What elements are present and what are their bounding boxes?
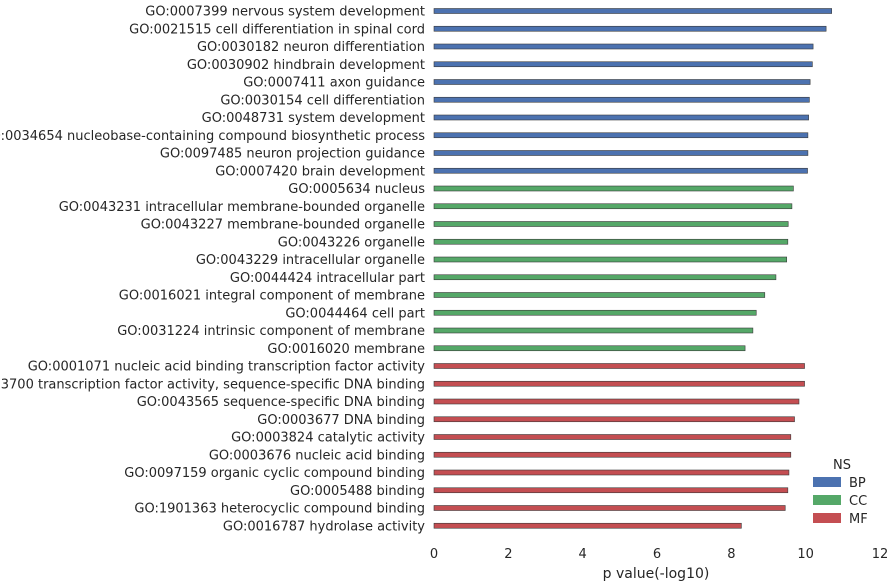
- y-tick-label: GO:0043227 membrane-bounded organelle: [141, 218, 425, 233]
- bar-bp-7: [433, 114, 809, 121]
- legend-label-bp: BP: [849, 476, 866, 491]
- legend-label-cc: CC: [849, 494, 867, 509]
- bar-cc-7: [433, 292, 766, 298]
- bar-mf-8: [433, 487, 789, 494]
- x-tick-label: 0: [430, 547, 438, 562]
- bar-bp-2: [433, 25, 827, 32]
- bar-mf-5: [433, 434, 792, 440]
- y-tick-label: GO:0034654 nucleobase-containing compoun…: [0, 129, 425, 144]
- y-tick-label: GO:0007411 axon guidance: [243, 76, 425, 91]
- y-tick-label: GO:0003824 catalytic activity: [231, 431, 425, 446]
- x-axis-ticks: 0 2 4 6 8 10 12: [430, 547, 888, 562]
- y-tick-label: GO:0016021 integral component of membran…: [119, 289, 425, 304]
- y-tick-label: GO:1901363 heterocyclic compound binding: [134, 502, 425, 517]
- bar-cc-8: [433, 309, 757, 316]
- bar-mf-7: [433, 469, 790, 476]
- x-tick-label: 12: [872, 547, 889, 562]
- legend-swatch-mf: [813, 513, 841, 523]
- y-tick-label: GO:0043229 intracellular organelle: [196, 253, 425, 268]
- bar-mf-4: [433, 416, 795, 423]
- y-tick-label: GO:0030182 neuron differentiation: [197, 40, 425, 55]
- legend-swatch-bp: [813, 477, 841, 487]
- bar-cc-5: [433, 256, 788, 263]
- bar-mf-3: [433, 398, 800, 405]
- bar-mf-10: [433, 522, 742, 529]
- y-axis-labels: GO:0007399 nervous system development GO:…: [0, 5, 425, 535]
- bar-cc-4: [433, 238, 789, 245]
- legend: NS BP CC MF: [813, 458, 868, 527]
- y-tick-label: GO:0005634 nucleus: [288, 182, 425, 197]
- bar-bp-10: [433, 167, 808, 174]
- x-tick-label: 4: [579, 547, 587, 562]
- y-tick-label: GO:0021515 cell differentiation in spina…: [129, 22, 425, 37]
- bar-mf-1: [433, 363, 805, 369]
- bar-mf-6: [433, 451, 792, 458]
- y-tick-label: GO:0044464 cell part: [285, 306, 425, 321]
- y-tick-label: GO:0016020 membrane: [267, 342, 425, 357]
- y-tick-label: GO:0001071 nucleic acid binding transcri…: [28, 360, 426, 375]
- y-tick-label: GO:0005488 binding: [290, 484, 425, 499]
- y-tick-label: GO:0043565 sequence-specific DNA binding: [137, 395, 425, 410]
- y-tick-label: GO:0003676 nucleic acid binding: [209, 448, 425, 463]
- legend-label-mf: MF: [849, 512, 868, 527]
- bar-bp-4: [433, 61, 813, 68]
- legend-swatch-cc: [813, 495, 841, 505]
- bar-cc-2: [433, 203, 793, 210]
- bars: [433, 8, 832, 529]
- bar-bp-3: [433, 43, 814, 50]
- y-tick-label: GO:0097159 organic cyclic compound bindi…: [124, 466, 425, 481]
- x-tick-label: 8: [727, 547, 735, 562]
- y-tick-label: GO:0016787 hydrolase activity: [223, 519, 425, 534]
- bar-bp-9: [433, 150, 809, 156]
- bar-cc-1: [433, 185, 794, 192]
- y-tick-label: GO:0003700 transcription factor activity…: [0, 377, 425, 392]
- y-tick-label: GO:0003677 DNA binding: [257, 413, 425, 428]
- x-tick-label: 2: [504, 547, 512, 562]
- x-tick-label: 10: [797, 547, 814, 562]
- y-tick-label: GO:0007399 nervous system development: [145, 5, 425, 20]
- bar-bp-5: [433, 79, 811, 85]
- bar-mf-9: [433, 505, 786, 511]
- bar-bp-1: [433, 8, 832, 14]
- bar-cc-6: [433, 274, 777, 281]
- y-tick-label: GO:0007420 brain development: [215, 164, 425, 179]
- bar-cc-9: [433, 327, 754, 334]
- bar-bp-6: [433, 96, 810, 103]
- y-tick-label: GO:0043226 organelle: [278, 235, 425, 250]
- y-tick-label: GO:0043231 intracellular membrane-bounde…: [59, 200, 425, 215]
- bar-mf-2: [433, 380, 805, 387]
- y-tick-label: GO:0048731 system development: [202, 111, 425, 126]
- bar-bp-8: [433, 132, 809, 139]
- x-tick-label: 6: [653, 547, 661, 562]
- x-axis-label: p value(-log10): [603, 566, 710, 582]
- legend-title: NS: [833, 458, 851, 473]
- bar-cc-3: [433, 221, 789, 227]
- bar-cc-10: [433, 345, 746, 352]
- y-tick-label: GO:0030154 cell differentiation: [220, 93, 425, 108]
- y-tick-label: GO:0031224 intrinsic component of membra…: [117, 324, 425, 339]
- y-tick-label: GO:0044424 intracellular part: [230, 271, 425, 286]
- y-tick-label: GO:0030902 hindbrain development: [187, 58, 425, 73]
- y-tick-label: GO:0097485 neuron projection guidance: [160, 147, 425, 162]
